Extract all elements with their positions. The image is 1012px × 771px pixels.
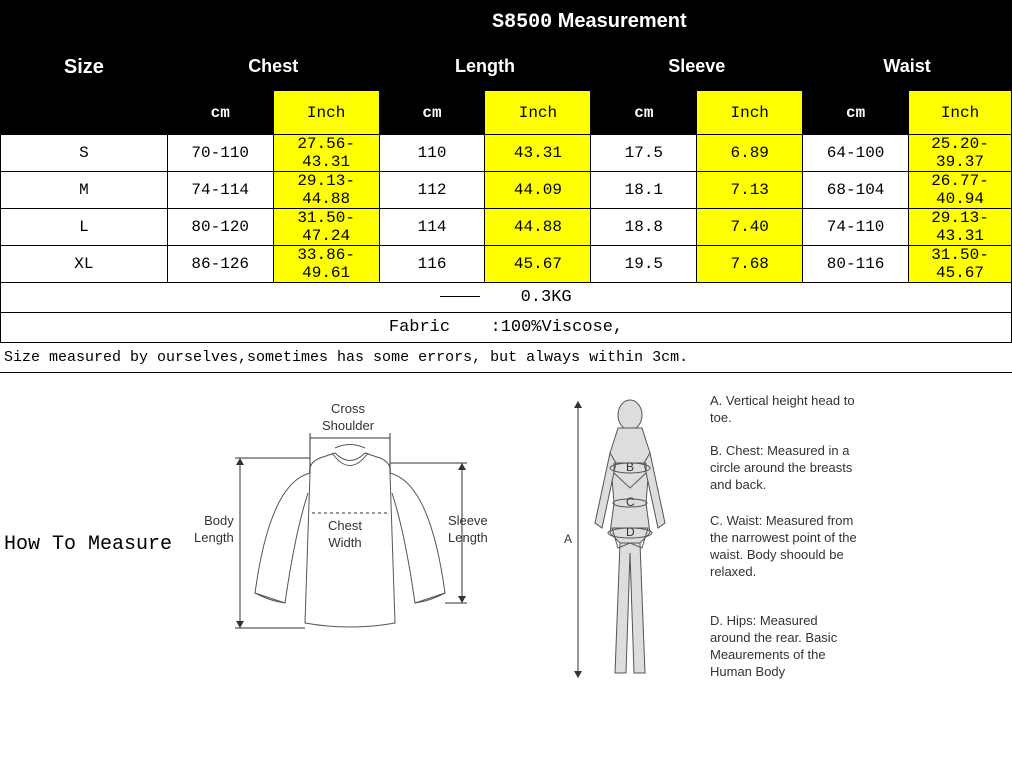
table-row: M 74-114 29.13-44.88 112 44.09 18.1 7.13… <box>1 172 1012 209</box>
unit-cm: cm <box>167 91 273 135</box>
weight-value: 0.3KG <box>521 288 572 307</box>
cell: 116 <box>379 246 485 283</box>
desc-d: D. Hips: Measured around the rear. Basic… <box>710 613 860 681</box>
size-cell: M <box>1 172 168 209</box>
measurement-note: Size measured by ourselves,sometimes has… <box>0 343 1012 373</box>
cell: 114 <box>379 209 485 246</box>
label-chest-width: Chest Width <box>328 518 362 552</box>
group-sleeve: Sleeve <box>591 43 803 91</box>
cell: 45.67 <box>485 246 591 283</box>
fabric-value: :100%Viscose, <box>491 318 624 337</box>
label-cross-shoulder: Cross Shoulder <box>322 401 374 435</box>
label-body-length: Body Length <box>194 513 234 547</box>
cell: 6.89 <box>697 135 803 172</box>
cell: 7.13 <box>697 172 803 209</box>
size-chart-table: Size S8500 Measurement Chest Length Slee… <box>0 0 1012 343</box>
cell: 29.13-43.31 <box>909 209 1012 246</box>
fabric-label: Fabric <box>389 318 450 337</box>
cell: 27.56-43.31 <box>273 135 379 172</box>
mark-a: A <box>564 532 572 546</box>
title-word: Measurement <box>558 10 687 32</box>
cell: 110 <box>379 135 485 172</box>
unit-cm: cm <box>803 91 909 135</box>
cell: 70-110 <box>167 135 273 172</box>
cell: 18.1 <box>591 172 697 209</box>
group-chest: Chest <box>167 43 379 91</box>
group-waist: Waist <box>803 43 1012 91</box>
how-to-measure-section: How To Measure <box>0 373 1012 713</box>
cell: 7.68 <box>697 246 803 283</box>
unit-inch: Inch <box>485 91 591 135</box>
cell: 74-110 <box>803 209 909 246</box>
cell: 33.86-49.61 <box>273 246 379 283</box>
size-cell: L <box>1 209 168 246</box>
cell: 112 <box>379 172 485 209</box>
cell: 18.8 <box>591 209 697 246</box>
desc-a: A. Vertical height head to toe. <box>710 393 860 427</box>
cell: 19.5 <box>591 246 697 283</box>
mark-b: B <box>626 460 634 474</box>
shirt-diagram: Cross Shoulder Body Length Chest Width S… <box>200 393 500 693</box>
cell: 31.50-47.24 <box>273 209 379 246</box>
unit-cm: cm <box>379 91 485 135</box>
mark-d: D <box>626 525 635 539</box>
cell: 43.31 <box>485 135 591 172</box>
desc-b: B. Chest: Measured in a circle around th… <box>710 443 860 494</box>
cell: 44.09 <box>485 172 591 209</box>
weight-dash-icon <box>440 296 480 297</box>
unit-inch: Inch <box>697 91 803 135</box>
weight-cell: 0.3KG <box>1 283 1012 313</box>
mark-c: C <box>626 495 635 509</box>
table-row: L 80-120 31.50-47.24 114 44.88 18.8 7.40… <box>1 209 1012 246</box>
cell: 17.5 <box>591 135 697 172</box>
cell: 29.13-44.88 <box>273 172 379 209</box>
cell: 25.20-39.37 <box>909 135 1012 172</box>
cell: 7.40 <box>697 209 803 246</box>
unit-inch: Inch <box>909 91 1012 135</box>
unit-cm: cm <box>591 91 697 135</box>
fabric-cell: Fabric :100%Viscose, <box>1 313 1012 343</box>
body-diagram: A B C D A. Vertical height head to toe. … <box>560 393 860 713</box>
cell: 31.50-45.67 <box>909 246 1012 283</box>
cell: 68-104 <box>803 172 909 209</box>
table-row: XL 86-126 33.86-49.61 116 45.67 19.5 7.6… <box>1 246 1012 283</box>
label-sleeve-length: Sleeve Length <box>448 513 488 547</box>
howto-title: How To Measure <box>0 393 200 556</box>
cell: 80-116 <box>803 246 909 283</box>
product-code: S8500 <box>492 11 552 34</box>
size-cell: S <box>1 135 168 172</box>
table-row: S 70-110 27.56-43.31 110 43.31 17.5 6.89… <box>1 135 1012 172</box>
cell: 64-100 <box>803 135 909 172</box>
group-length: Length <box>379 43 591 91</box>
cell: 80-120 <box>167 209 273 246</box>
unit-inch: Inch <box>273 91 379 135</box>
cell: 26.77-40.94 <box>909 172 1012 209</box>
size-header: Size <box>1 1 168 135</box>
chart-title: S8500 Measurement <box>167 1 1011 43</box>
cell: 74-114 <box>167 172 273 209</box>
cell: 86-126 <box>167 246 273 283</box>
cell: 44.88 <box>485 209 591 246</box>
size-cell: XL <box>1 246 168 283</box>
desc-c: C. Waist: Measured from the narrowest po… <box>710 513 860 581</box>
